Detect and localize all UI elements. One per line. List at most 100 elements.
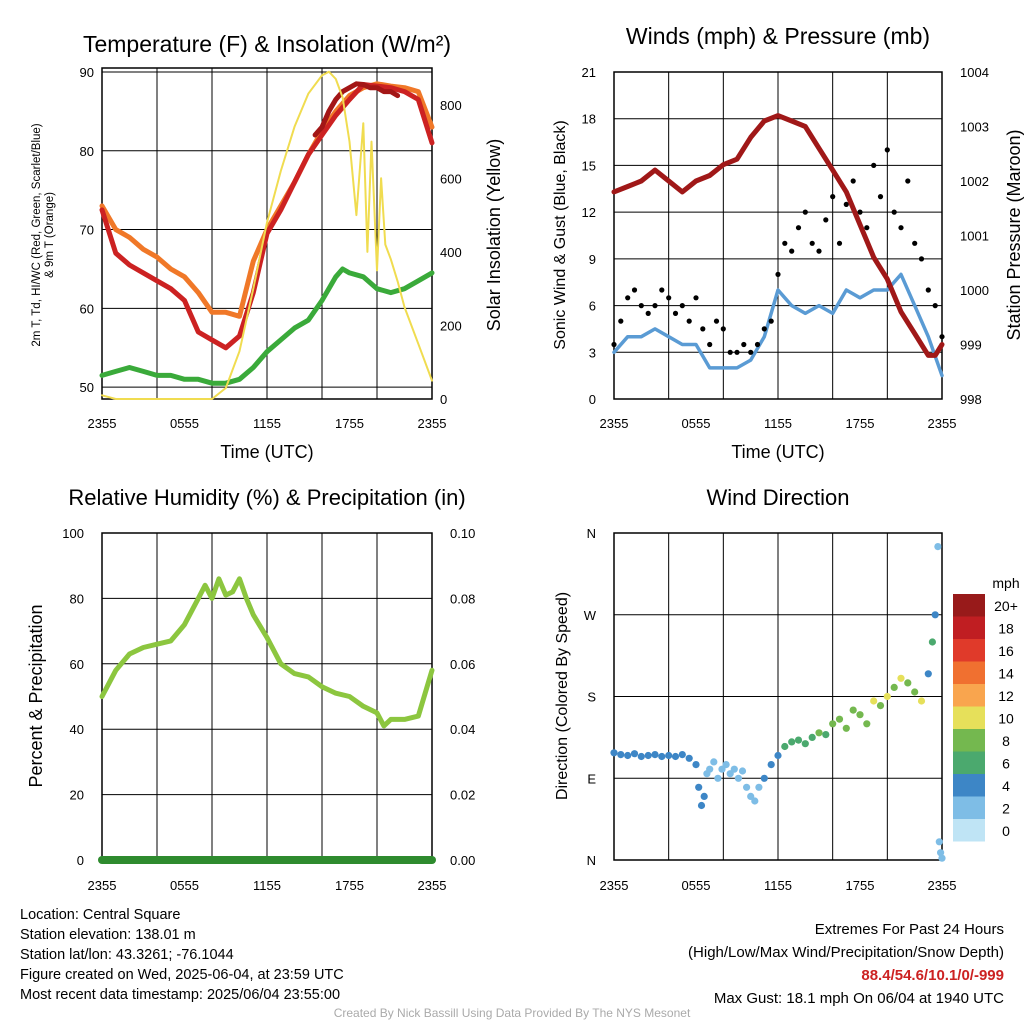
gust-point xyxy=(905,178,911,184)
legend-swatch xyxy=(953,729,985,752)
wind-y-tick: 12 xyxy=(582,205,596,220)
gust-point xyxy=(843,201,849,207)
legend-swatch xyxy=(953,706,985,729)
pressure-y-tick: 1003 xyxy=(960,120,989,135)
direction-point xyxy=(897,674,905,682)
series-wind_speed xyxy=(612,272,944,378)
legend-label: 16 xyxy=(998,643,1014,659)
legend-swatch xyxy=(953,594,985,617)
gust-point xyxy=(652,303,658,309)
direction-point xyxy=(911,688,919,696)
direction-point xyxy=(863,720,871,728)
gust-point xyxy=(700,326,706,332)
precip-y-tick: 0.08 xyxy=(450,591,475,606)
extremes-subheading: (High/Low/Max Wind/Precipitation/Snow De… xyxy=(688,944,1004,961)
temp-y-tick: 60 xyxy=(80,301,94,316)
direction-tick: N xyxy=(587,526,596,541)
direction-point xyxy=(751,797,759,805)
rh-x-tick: 0555 xyxy=(170,878,199,893)
gust-point xyxy=(693,295,699,301)
gust-point xyxy=(768,318,774,324)
direction-point xyxy=(671,752,680,761)
temp-xlabel: Time (UTC) xyxy=(220,442,313,462)
temp-ylabel-right: Solar Insolation (Yellow) xyxy=(484,139,504,331)
direction-point xyxy=(695,783,703,791)
dir-x-tick: 2355 xyxy=(928,878,957,893)
direction-point xyxy=(934,543,942,551)
temp-y-tick: 80 xyxy=(80,144,94,159)
gust-point xyxy=(775,271,781,277)
wind-y-tick: 3 xyxy=(589,345,596,360)
gust-point xyxy=(830,194,836,200)
legend-label: 0 xyxy=(1002,823,1010,839)
legend-swatch xyxy=(953,751,985,774)
gust-point xyxy=(918,256,925,262)
gust-point xyxy=(659,287,665,293)
gust-point xyxy=(645,310,651,316)
extremes-heading: Extremes For Past 24 Hours xyxy=(814,921,1004,938)
pressure-y-tick: 999 xyxy=(960,338,982,353)
direction-point xyxy=(710,758,718,766)
direction-point xyxy=(890,683,898,692)
legend-title: mph xyxy=(992,575,1019,591)
direction-point xyxy=(658,752,666,761)
direction-point xyxy=(870,697,878,705)
direction-point xyxy=(801,740,809,748)
legend-swatch xyxy=(953,616,985,639)
rh-x-tick: 1755 xyxy=(335,878,364,893)
direction-point xyxy=(610,749,618,757)
dir-x-tick: 2355 xyxy=(600,878,629,893)
direction-point xyxy=(856,711,864,719)
direction-point xyxy=(822,731,830,739)
direction-point xyxy=(781,742,789,751)
wind-ylabel: Sonic Wind & Gust (Blue, Black) xyxy=(552,120,569,349)
temp-y2-tick: 0 xyxy=(440,392,447,407)
station-info: Location: Central Square Station elevati… xyxy=(20,905,344,1005)
legend-label: 12 xyxy=(998,688,1014,704)
temp-y2-tick: 200 xyxy=(440,318,462,333)
direction-point xyxy=(678,751,686,759)
rh-y-tick: 20 xyxy=(70,788,84,803)
direction-point xyxy=(917,697,926,705)
wind-x-tick: 1755 xyxy=(846,416,875,431)
rh-ylabel: Percent & Precipitation xyxy=(26,604,46,787)
direction-point xyxy=(692,761,700,769)
precip-y-tick: 0.02 xyxy=(450,788,475,803)
dir-x-tick: 1155 xyxy=(764,878,792,893)
plot-frame xyxy=(613,71,943,400)
series-insolation xyxy=(101,70,433,400)
direction-point xyxy=(697,801,706,810)
temp-y-tick: 50 xyxy=(80,380,94,395)
elevation-text: Station elevation: 138.01 m xyxy=(20,927,196,943)
rh-y-tick: 0 xyxy=(77,853,84,868)
direction-point xyxy=(835,715,844,723)
direction-tick: W xyxy=(584,608,597,623)
direction-point xyxy=(644,751,652,760)
gust-point xyxy=(618,318,624,324)
legend-swatch xyxy=(953,639,985,662)
speed-legend: 20+ 18 16 14 12 10 8 6 4 2 0 xyxy=(953,594,1018,842)
direction-point xyxy=(630,750,639,758)
rh-y-tick: 40 xyxy=(70,722,84,737)
direction-point xyxy=(883,692,891,701)
series-rh xyxy=(99,576,435,729)
dir-ylabel: Direction (Colored By Speed) xyxy=(554,592,571,800)
gust-point xyxy=(631,287,638,293)
direction-point xyxy=(760,774,768,782)
direction-point xyxy=(937,849,945,857)
temp-x-tick: 0555 xyxy=(170,416,199,431)
gust-point xyxy=(871,162,877,168)
direction-point xyxy=(815,729,823,737)
gust-point xyxy=(789,248,795,254)
direction-point xyxy=(706,765,714,773)
direction-point xyxy=(842,724,850,732)
temp-x-tick: 2355 xyxy=(88,416,117,431)
location-text: Location: Central Square xyxy=(20,907,181,923)
direction-point xyxy=(685,754,693,762)
gust-point xyxy=(720,326,726,332)
temp-y2-tick: 400 xyxy=(440,245,462,260)
plot-frame xyxy=(613,532,943,861)
gust-point xyxy=(727,349,733,355)
wind-ylabel-right: Station Pressure (Maroon) xyxy=(1004,129,1024,340)
